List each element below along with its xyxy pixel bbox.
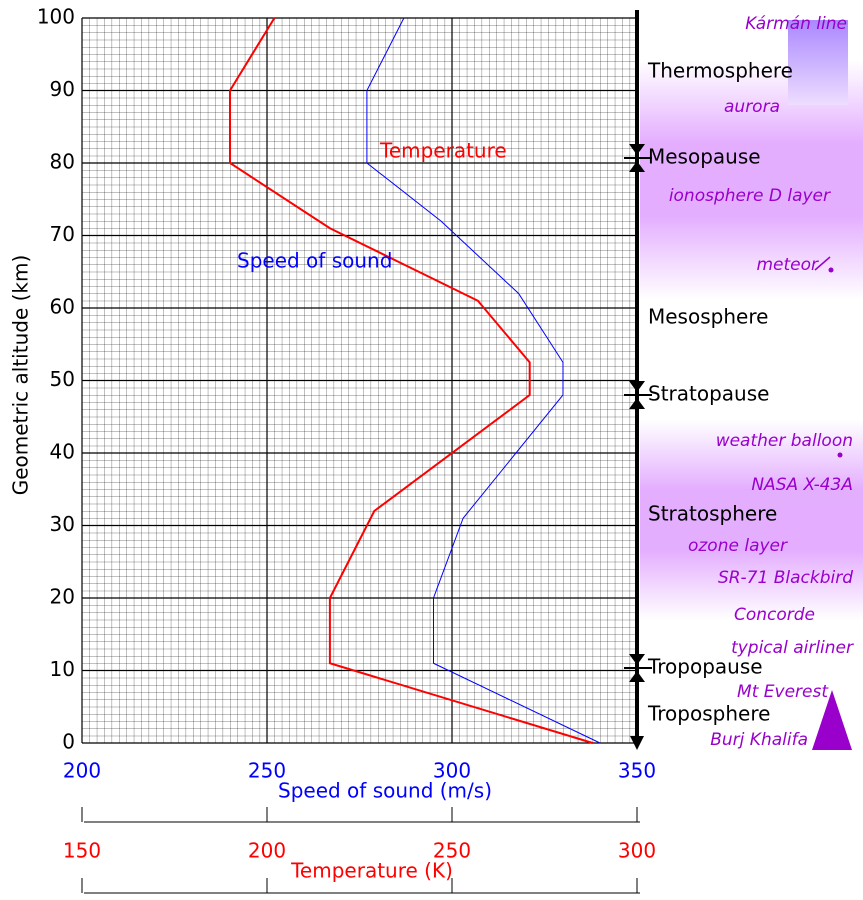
x-tick-label: 300 xyxy=(433,759,471,783)
annotation: SR-71 Blackbird xyxy=(718,568,853,588)
x2-tick-label: 200 xyxy=(248,839,286,863)
chart: Geometric altitude (km) Speed of sound (… xyxy=(0,0,863,900)
x-tick-label: 200 xyxy=(63,759,101,783)
annotation: Kármán line xyxy=(745,14,847,34)
meteor-dot xyxy=(829,268,834,273)
y-tick-label: 60 xyxy=(50,295,75,319)
y-tick-label: 50 xyxy=(50,367,75,391)
y-tick-label: 0 xyxy=(62,730,75,754)
layer-label: Stratosphere xyxy=(648,502,777,526)
annotation: ozone layer xyxy=(688,536,788,556)
annotation: meteor xyxy=(756,255,819,275)
layer-label: Mesopause xyxy=(648,145,761,169)
y-tick-label: 100 xyxy=(37,5,75,29)
annotation: ionosphere D layer xyxy=(669,186,831,206)
series-label: Speed of sound xyxy=(237,249,392,273)
y-tick-label: 90 xyxy=(50,77,75,101)
x2-tick-label: 300 xyxy=(618,839,656,863)
x-tick-label: 350 xyxy=(618,759,656,783)
annotation: Mt Everest xyxy=(737,682,829,702)
layer-label: Mesosphere xyxy=(648,305,768,329)
balloon xyxy=(838,453,843,458)
annotation: Concorde xyxy=(734,605,815,625)
y-tick-label: 30 xyxy=(50,512,75,536)
x2-tick-label: 250 xyxy=(433,839,471,863)
annotation: weather balloon xyxy=(716,431,853,451)
annotation: Burj Khalifa xyxy=(710,730,808,750)
y-tick-label: 80 xyxy=(50,150,75,174)
series-label: Temperature xyxy=(379,139,507,163)
annotation: aurora xyxy=(724,97,780,117)
y-tick-label: 70 xyxy=(50,222,75,246)
y-tick-label: 20 xyxy=(50,585,75,609)
x2-axis-label: Temperature (K) xyxy=(290,859,453,883)
x-tick-label: 250 xyxy=(248,759,286,783)
layer-label: Tropopause xyxy=(647,655,763,679)
annotation: typical airliner xyxy=(731,638,854,658)
x2-tick-label: 150 xyxy=(63,839,101,863)
y-tick-label: 40 xyxy=(50,440,75,464)
y-tick-label: 10 xyxy=(50,657,75,681)
layer-label: Thermosphere xyxy=(647,59,793,83)
annotation: NASA X-43A xyxy=(751,475,853,495)
layer-label: Stratopause xyxy=(648,382,769,406)
layer-label: Troposphere xyxy=(647,702,770,726)
y-axis-label: Geometric altitude (km) xyxy=(9,255,33,496)
